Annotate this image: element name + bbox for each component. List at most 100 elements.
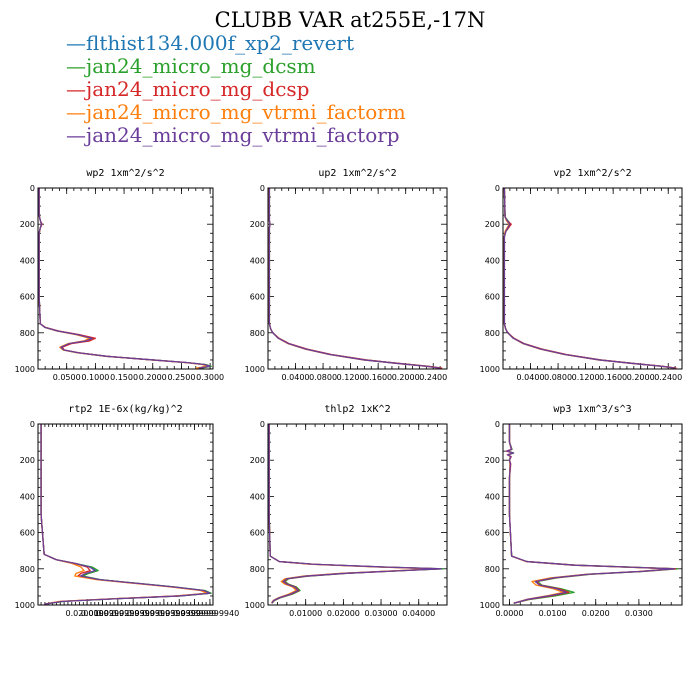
y-tick-label: 1000 xyxy=(480,601,500,610)
x-tick-label: 0.03000 xyxy=(365,609,398,618)
legend-label: jan24_micro_mg_vtrmi_factorp xyxy=(86,123,400,147)
legend-label: jan24_micro_mg_vtrmi_factorm xyxy=(86,100,406,124)
series-line xyxy=(268,424,444,604)
y-tick-label: 200 xyxy=(20,220,35,229)
legend-item: — jan24_micro_mg_vtrmi_factorm xyxy=(66,101,406,124)
series-line xyxy=(503,188,677,369)
y-tick-label: 1000 xyxy=(15,601,35,610)
y-tick-label: 600 xyxy=(250,293,265,302)
chart-title: rtp2 1E-6x(kg/kg)^2 xyxy=(68,404,182,415)
x-tick-label: 0.2400 xyxy=(654,373,682,382)
x-tick-label: 0.1200 xyxy=(337,373,365,382)
y-tick-label: 400 xyxy=(250,492,265,501)
chart-panel: up2 1xm^2/s^20.0400 0.0800 0.1200 0.1600 0.2… xyxy=(245,168,448,382)
x-tick-label: 0.04000 xyxy=(402,609,435,618)
legend-label: jan24_micro_mg_dcsm xyxy=(86,54,316,78)
x-tick-label: 0.2000 xyxy=(392,373,420,382)
series-line xyxy=(268,424,441,604)
series-line xyxy=(40,424,210,605)
series-line xyxy=(268,188,443,369)
x-tick-label: 0.0299999 xyxy=(96,609,139,618)
x-tick-label: 0.0000 xyxy=(495,609,523,618)
series-line xyxy=(40,424,212,605)
x-tick-label: 0.0399999 xyxy=(127,609,170,618)
legend-item: — flthist134.000f_xp2_revert xyxy=(66,32,406,55)
legend: — flthist134.000f_xp2_revert — jan24_micr… xyxy=(66,32,406,147)
series-line xyxy=(40,424,211,605)
series-line xyxy=(503,188,675,369)
y-tick-label: 0 xyxy=(30,184,35,193)
series-line xyxy=(38,188,211,369)
y-tick-label: 400 xyxy=(20,256,35,265)
legend-label: jan24_micro_mg_dcsp xyxy=(86,77,310,101)
x-tick-label: 0.0399999 xyxy=(173,609,216,618)
x-tick-label: 0.0399999 xyxy=(158,609,201,618)
series-line xyxy=(38,188,210,369)
y-tick-label: 800 xyxy=(250,329,265,338)
x-tick-label: 0.0500 xyxy=(53,373,81,382)
x-tick-label: 0.0800 xyxy=(544,373,572,382)
series-line xyxy=(268,188,440,369)
y-tick-label: 1000 xyxy=(15,365,35,374)
plot-frame xyxy=(267,423,448,606)
y-tick-label: 0 xyxy=(495,184,500,193)
y-tick-label: 0 xyxy=(30,420,35,429)
x-tick-label: 0.0399999940 xyxy=(181,609,240,618)
chart-title: thlp2 1xK^2 xyxy=(324,404,390,415)
x-tick-label: 0.0400 xyxy=(517,373,545,382)
x-tick-label: 0.0300 xyxy=(625,609,653,618)
y-tick-label: 0 xyxy=(495,420,500,429)
series-line xyxy=(268,188,441,369)
y-tick-label: 800 xyxy=(485,329,500,338)
plot-frame xyxy=(37,423,214,606)
x-tick-label: 0.1600 xyxy=(599,373,627,382)
y-tick-label: 600 xyxy=(20,529,35,538)
legend-item: — jan24_micro_mg_dcsp xyxy=(66,78,406,101)
x-tick-label: 0.1200 xyxy=(572,373,600,382)
y-tick-label: 200 xyxy=(250,456,265,465)
y-tick-label: 200 xyxy=(485,456,500,465)
y-tick-label: 800 xyxy=(485,565,500,574)
x-tick-label: 0.0200 xyxy=(582,609,610,618)
series-line xyxy=(268,424,437,604)
x-tick-label: 0.01000 xyxy=(289,609,322,618)
legend-swatch: — xyxy=(66,54,86,78)
series-line xyxy=(40,424,211,605)
series-line xyxy=(38,188,211,369)
legend-item: — jan24_micro_mg_vtrmi_factorp xyxy=(66,124,406,147)
x-tick-label: 0.2500 xyxy=(167,373,195,382)
x-tick-label: 0.2000 xyxy=(139,373,167,382)
y-tick-label: 0 xyxy=(260,420,265,429)
legend-label: flthist134.000f_xp2_revert xyxy=(86,31,354,55)
plot-frame xyxy=(502,187,683,370)
x-tick-label: 0.1000 xyxy=(81,373,109,382)
y-tick-label: 400 xyxy=(485,492,500,501)
chart-title: wp3 1xm^3/s^3 xyxy=(553,404,631,415)
y-tick-label: 600 xyxy=(250,529,265,538)
legend-swatch: — xyxy=(66,100,86,124)
series-line xyxy=(38,188,212,369)
x-tick-label: 0.0299999 xyxy=(112,609,155,618)
y-tick-label: 200 xyxy=(250,220,265,229)
y-tick-label: 1000 xyxy=(245,365,265,374)
plot-frame xyxy=(37,187,214,370)
x-tick-label: 0.2400 xyxy=(419,373,447,382)
series-line xyxy=(503,188,676,369)
chart-title: vp2 1xm^2/s^2 xyxy=(553,168,631,179)
series-line xyxy=(268,188,442,369)
y-tick-label: 800 xyxy=(20,329,35,338)
x-tick-label: 0.0200000 xyxy=(65,609,108,618)
chart-panel: rtp2 1E-6x(kg/kg)^20.02000000.01999990.0… xyxy=(15,404,240,618)
legend-item: — jan24_micro_mg_dcsm xyxy=(66,55,406,78)
series-line xyxy=(505,424,677,604)
y-tick-label: 400 xyxy=(20,492,35,501)
y-tick-label: 600 xyxy=(20,293,35,302)
x-tick-label: 0.0199999 xyxy=(81,609,124,618)
chart-panel: vp2 1xm^2/s^2 0.0400 0.0800 0.1200 0.1600 0.2… xyxy=(480,168,683,382)
x-tick-label: 0.3000 xyxy=(196,373,224,382)
chart-panel: wp3 1xm^3/s^3 0.0000 0.0100 0.0200 0.0300 0 20… xyxy=(480,404,683,618)
series-line xyxy=(506,424,679,604)
x-tick-label: 0.0800 xyxy=(309,373,337,382)
legend-swatch: — xyxy=(66,123,86,147)
